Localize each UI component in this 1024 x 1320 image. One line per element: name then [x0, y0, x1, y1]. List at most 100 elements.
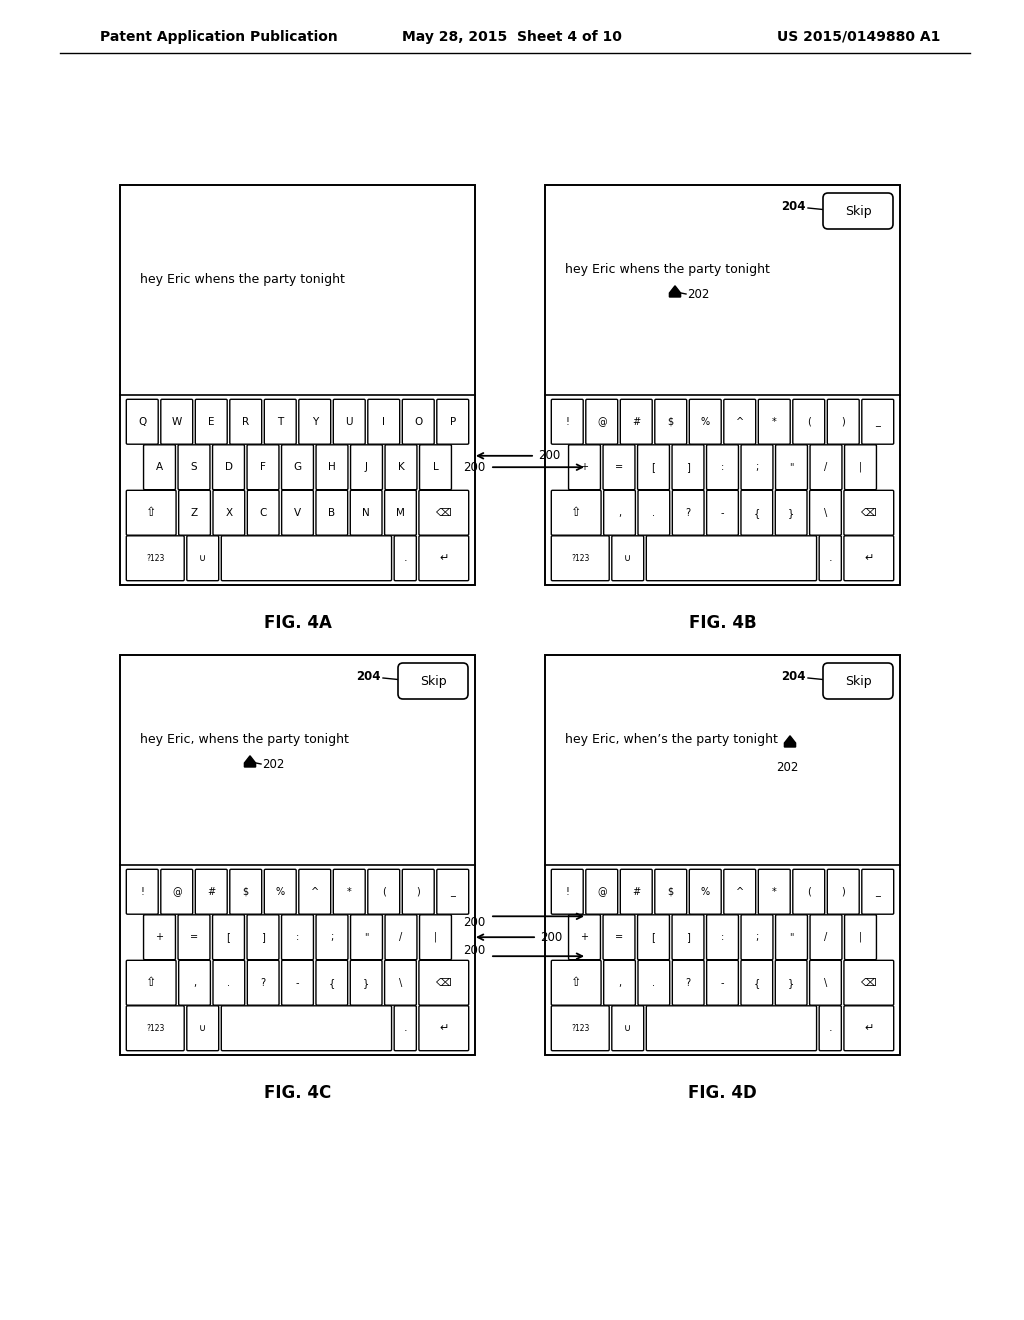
Bar	[545, 185, 900, 585]
Text: ^: ^	[310, 887, 318, 896]
FancyBboxPatch shape	[654, 400, 687, 445]
Text: {: {	[754, 978, 760, 987]
Text: ): )	[842, 417, 845, 426]
Text: \: \	[824, 978, 827, 987]
Text: FIG. 4A: FIG. 4A	[263, 614, 332, 632]
FancyBboxPatch shape	[823, 663, 893, 700]
Text: ,: ,	[617, 508, 622, 517]
FancyBboxPatch shape	[759, 400, 791, 445]
Text: U: U	[345, 417, 353, 426]
FancyBboxPatch shape	[385, 445, 417, 490]
FancyBboxPatch shape	[741, 915, 773, 960]
Text: %: %	[700, 887, 710, 896]
FancyBboxPatch shape	[368, 400, 399, 445]
Text: May 28, 2015  Sheet 4 of 10: May 28, 2015 Sheet 4 of 10	[402, 30, 622, 44]
FancyBboxPatch shape	[724, 870, 756, 915]
FancyBboxPatch shape	[638, 490, 670, 535]
Text: 204: 204	[781, 201, 806, 214]
Text: P: P	[450, 417, 456, 426]
FancyBboxPatch shape	[385, 915, 417, 960]
FancyBboxPatch shape	[551, 536, 609, 581]
Text: ?: ?	[686, 978, 691, 987]
FancyBboxPatch shape	[143, 915, 175, 960]
Text: |: |	[859, 932, 862, 942]
Text: B: B	[329, 508, 336, 517]
Text: /: /	[824, 462, 827, 473]
FancyBboxPatch shape	[282, 445, 313, 490]
FancyBboxPatch shape	[229, 400, 262, 445]
Text: M: M	[396, 508, 404, 517]
Text: H: H	[328, 462, 336, 473]
FancyBboxPatch shape	[247, 915, 279, 960]
FancyBboxPatch shape	[844, 536, 894, 581]
FancyBboxPatch shape	[724, 400, 756, 445]
Text: -: -	[721, 508, 724, 517]
Text: $: $	[668, 887, 674, 896]
Text: \: \	[398, 978, 402, 987]
Text: ;: ;	[331, 932, 334, 942]
Text: hey Eric, whens the party tonight: hey Eric, whens the party tonight	[140, 733, 349, 746]
Text: D: D	[224, 462, 232, 473]
Text: :: :	[721, 932, 724, 942]
FancyBboxPatch shape	[213, 490, 245, 535]
FancyBboxPatch shape	[126, 490, 176, 535]
FancyBboxPatch shape	[178, 915, 210, 960]
Text: 200
200: 200 200	[463, 916, 485, 957]
FancyBboxPatch shape	[611, 536, 644, 581]
FancyBboxPatch shape	[350, 445, 382, 490]
FancyBboxPatch shape	[126, 1006, 184, 1051]
Text: X: X	[225, 508, 232, 517]
FancyBboxPatch shape	[419, 961, 469, 1006]
Text: +: +	[581, 932, 589, 942]
Text: :: :	[721, 462, 724, 473]
FancyBboxPatch shape	[178, 961, 210, 1006]
FancyBboxPatch shape	[844, 1006, 894, 1051]
Text: !: !	[565, 417, 569, 426]
Text: }: }	[364, 978, 370, 987]
FancyBboxPatch shape	[126, 400, 158, 445]
Text: ): )	[842, 887, 845, 896]
FancyBboxPatch shape	[810, 445, 842, 490]
Text: !: !	[565, 887, 569, 896]
FancyBboxPatch shape	[689, 870, 721, 915]
Text: #: #	[632, 417, 640, 426]
Text: }: }	[788, 978, 795, 987]
Text: S: S	[190, 462, 198, 473]
Text: E: E	[208, 417, 214, 426]
FancyBboxPatch shape	[862, 870, 894, 915]
Polygon shape	[670, 286, 681, 297]
Text: +: +	[581, 462, 589, 473]
FancyBboxPatch shape	[316, 445, 348, 490]
Text: K: K	[397, 462, 404, 473]
FancyBboxPatch shape	[186, 536, 219, 581]
FancyBboxPatch shape	[707, 490, 738, 535]
Polygon shape	[784, 735, 796, 747]
FancyBboxPatch shape	[844, 490, 894, 535]
Text: A: A	[156, 462, 163, 473]
FancyBboxPatch shape	[398, 663, 468, 700]
Text: W: W	[172, 417, 182, 426]
FancyBboxPatch shape	[827, 870, 859, 915]
Text: O: O	[414, 417, 422, 426]
FancyBboxPatch shape	[264, 870, 296, 915]
Text: #: #	[632, 887, 640, 896]
FancyBboxPatch shape	[420, 915, 452, 960]
Text: ↵: ↵	[864, 1023, 873, 1034]
FancyBboxPatch shape	[741, 445, 773, 490]
FancyBboxPatch shape	[186, 1006, 219, 1051]
FancyBboxPatch shape	[845, 915, 877, 960]
Text: ⇧: ⇧	[571, 977, 582, 989]
Text: [: [	[226, 932, 230, 942]
FancyBboxPatch shape	[437, 870, 469, 915]
FancyBboxPatch shape	[810, 490, 842, 535]
Text: ⌫: ⌫	[436, 508, 452, 517]
FancyBboxPatch shape	[638, 915, 670, 960]
Text: 200: 200	[540, 931, 562, 944]
FancyBboxPatch shape	[350, 915, 382, 960]
Text: C: C	[259, 508, 267, 517]
Text: 200: 200	[538, 449, 560, 462]
Text: hey Eric, when’s the party tonight: hey Eric, when’s the party tonight	[565, 733, 778, 746]
FancyBboxPatch shape	[316, 490, 348, 535]
FancyBboxPatch shape	[213, 915, 245, 960]
Text: ?123: ?123	[146, 554, 165, 562]
